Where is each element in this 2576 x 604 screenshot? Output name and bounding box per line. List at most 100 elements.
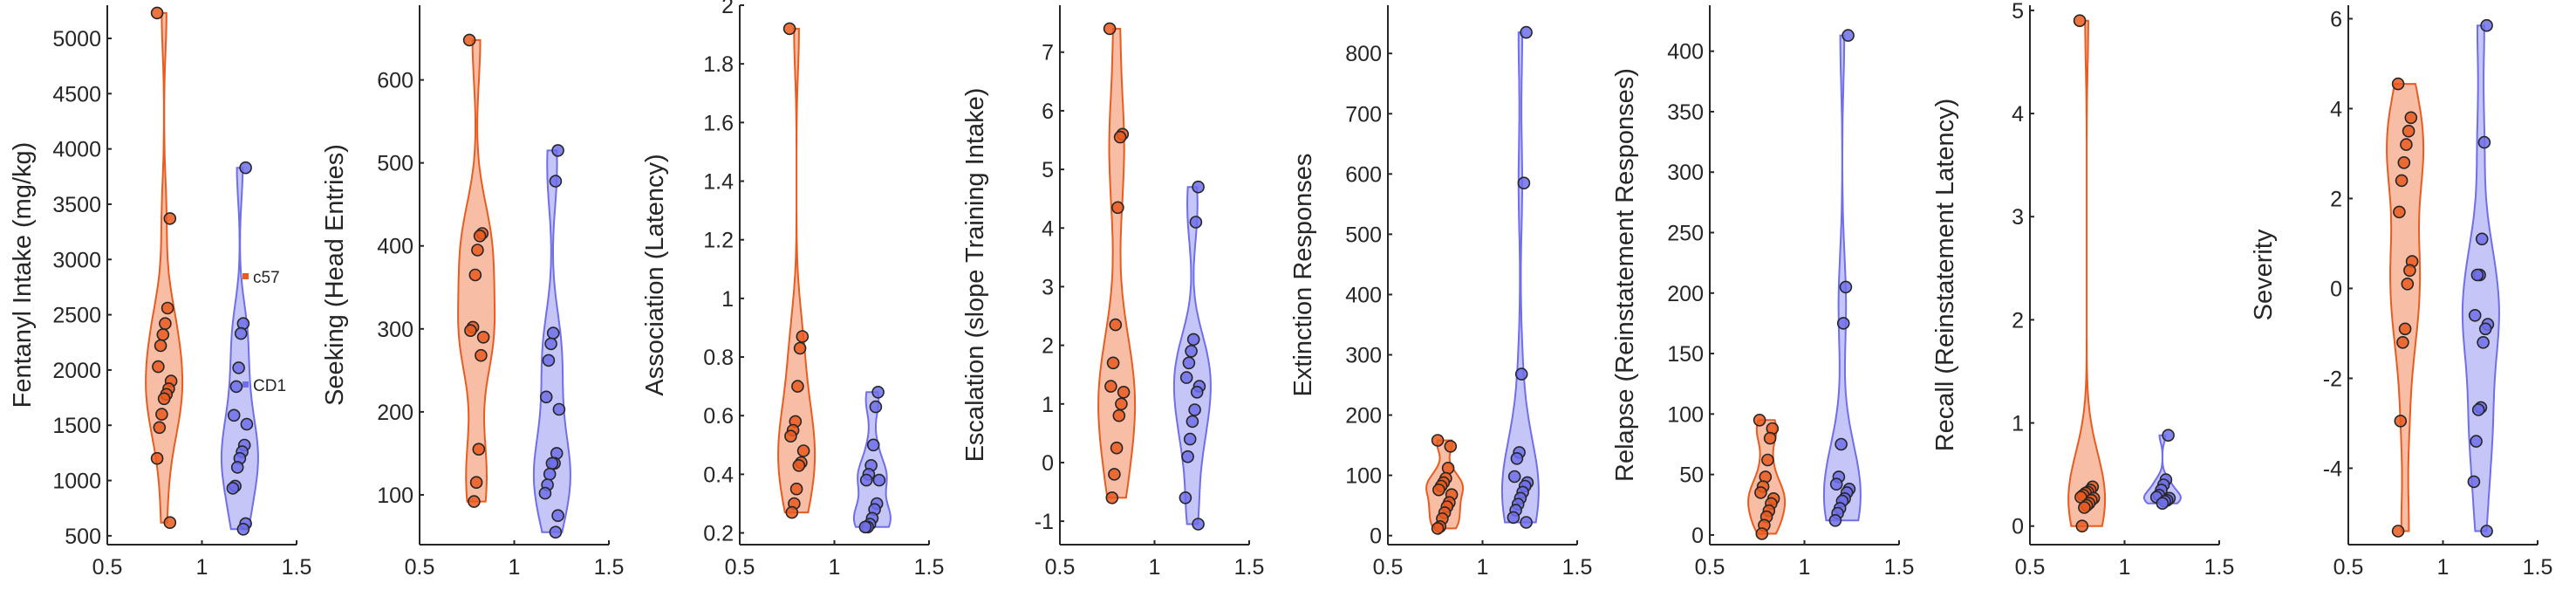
y-tick-label: 3500: [52, 193, 101, 217]
y-tick-label: 6: [1042, 100, 1054, 124]
data-point-c57: [1117, 385, 1131, 399]
data-point-c57: [155, 408, 168, 421]
data-point-c57: [1431, 434, 1445, 447]
data-point-c57: [153, 421, 167, 435]
data-point-c57: [2398, 322, 2412, 336]
data-point-c57: [1761, 453, 1774, 467]
violin-CD1: [1822, 34, 1862, 522]
x-tick-label: 1.5: [594, 555, 625, 580]
data-point-c57: [464, 324, 477, 338]
y-tick-label: 150: [1667, 342, 1704, 367]
data-point-c57: [1108, 468, 1121, 481]
y-tick-label: -1: [1035, 510, 1054, 534]
panel-3: 0.2 0.4 0.6 0.8 1 1.2 1.4 1.6 1.8 2 0.5 1 1.5 Associa…: [641, 0, 944, 580]
data-point-CD1: [539, 390, 553, 404]
data-point-c57: [2404, 111, 2418, 125]
legend-swatch-CD1: [243, 381, 249, 388]
violin-c57: [145, 11, 184, 524]
data-point-c57: [789, 482, 803, 496]
y-tick-label: -2: [2323, 367, 2342, 391]
x-tick-label: 1.5: [1234, 555, 1265, 580]
data-point-c57: [1115, 397, 1128, 411]
y-axis-label: Extinction Responses: [1289, 154, 1317, 397]
y-tick-label: 3000: [52, 248, 101, 272]
y-tick-label: 50: [1679, 463, 1704, 488]
data-point-CD1: [1192, 180, 1205, 194]
data-point-c57: [1111, 201, 1124, 215]
y-tick-label: 0: [1370, 525, 1382, 549]
data-point-CD1: [869, 400, 883, 414]
x-tick-label: 1: [509, 555, 521, 580]
x-tick-label: 0.5: [2333, 555, 2364, 580]
y-tick-label: 1.4: [703, 170, 734, 195]
data-point-c57: [163, 212, 177, 225]
y-tick-label: 300: [377, 318, 413, 342]
data-point-CD1: [538, 486, 552, 500]
data-point-c57: [472, 443, 486, 456]
legend-swatch-c57: [243, 273, 249, 279]
x-tick-label: 1.5: [2523, 555, 2553, 580]
data-point-c57: [785, 505, 799, 519]
y-axis-label: Severity: [2250, 229, 2278, 320]
violin-c57: [2386, 83, 2425, 532]
y-tick-label: 200: [377, 401, 413, 425]
y-tick-label: 500: [65, 525, 101, 549]
data-point-CD1: [2477, 335, 2490, 349]
y-tick-label: 1500: [52, 414, 101, 438]
data-point-c57: [152, 360, 165, 374]
data-point-CD1: [1520, 25, 1533, 39]
y-tick-label: 2: [2330, 187, 2342, 211]
y-tick-label: -4: [2323, 456, 2342, 481]
x-tick-label: 0.5: [1695, 555, 1725, 580]
data-point-c57: [2391, 525, 2405, 538]
data-point-CD1: [2480, 525, 2493, 538]
data-point-c57: [475, 348, 488, 362]
panel-1: 500 1000 1500 2000 2500 3000 3500 4000 4500 5000 0…: [9, 5, 311, 580]
data-point-CD1: [1190, 385, 1204, 399]
data-point-c57: [469, 476, 483, 490]
data-point-c57: [1103, 22, 1117, 36]
data-point-CD1: [1510, 451, 1524, 465]
y-tick-label: 400: [1345, 283, 1382, 307]
y-tick-label: 300: [1667, 161, 1704, 185]
data-point-c57: [2403, 264, 2416, 278]
y-axis-label: Fentanyl Intake (mg/kg): [9, 142, 37, 408]
data-point-c57: [154, 339, 167, 353]
data-point-c57: [1444, 440, 1458, 453]
data-point-c57: [1753, 413, 1766, 427]
data-point-CD1: [227, 408, 241, 422]
data-point-c57: [1754, 486, 1767, 499]
data-point-c57: [1105, 491, 1119, 504]
data-point-c57: [2397, 156, 2411, 169]
data-point-CD1: [1179, 371, 1193, 384]
y-tick-label: 4: [2330, 97, 2342, 121]
legend: c57 CD1: [243, 269, 286, 395]
data-point-c57: [1110, 441, 1124, 455]
data-point-c57: [2402, 124, 2415, 138]
panel-7: 0 1 2 3 4 5 0.5 1 1.5 Recall (Reinstatement Laten…: [1931, 0, 2234, 580]
y-tick-label: 700: [1345, 102, 1382, 127]
y-tick-label: 350: [1667, 100, 1704, 125]
data-point-c57: [156, 328, 170, 341]
y-tick-label: 3: [2012, 205, 2024, 230]
data-point-CD1: [551, 144, 564, 157]
x-tick-label: 1: [1149, 555, 1161, 580]
data-point-CD1: [1829, 477, 1843, 491]
y-tick-label: 2: [1042, 334, 1054, 359]
data-point-c57: [2395, 174, 2409, 188]
data-point-CD1: [1828, 513, 1842, 527]
x-tick-label: 1.5: [1884, 555, 1915, 580]
data-point-c57: [784, 429, 797, 443]
data-point-CD1: [546, 326, 560, 340]
data-point-c57: [2401, 277, 2415, 291]
data-point-c57: [473, 229, 487, 243]
data-point-c57: [471, 244, 484, 257]
x-tick-label: 0.5: [92, 555, 123, 580]
data-point-c57: [2078, 501, 2091, 514]
legend-label-c57: c57: [253, 269, 280, 287]
y-tick-label: 800: [1345, 42, 1382, 66]
data-point-c57: [468, 495, 481, 508]
x-tick-label: 1: [1799, 555, 1811, 580]
y-tick-label: 500: [1345, 223, 1382, 247]
data-point-CD1: [2471, 403, 2485, 416]
